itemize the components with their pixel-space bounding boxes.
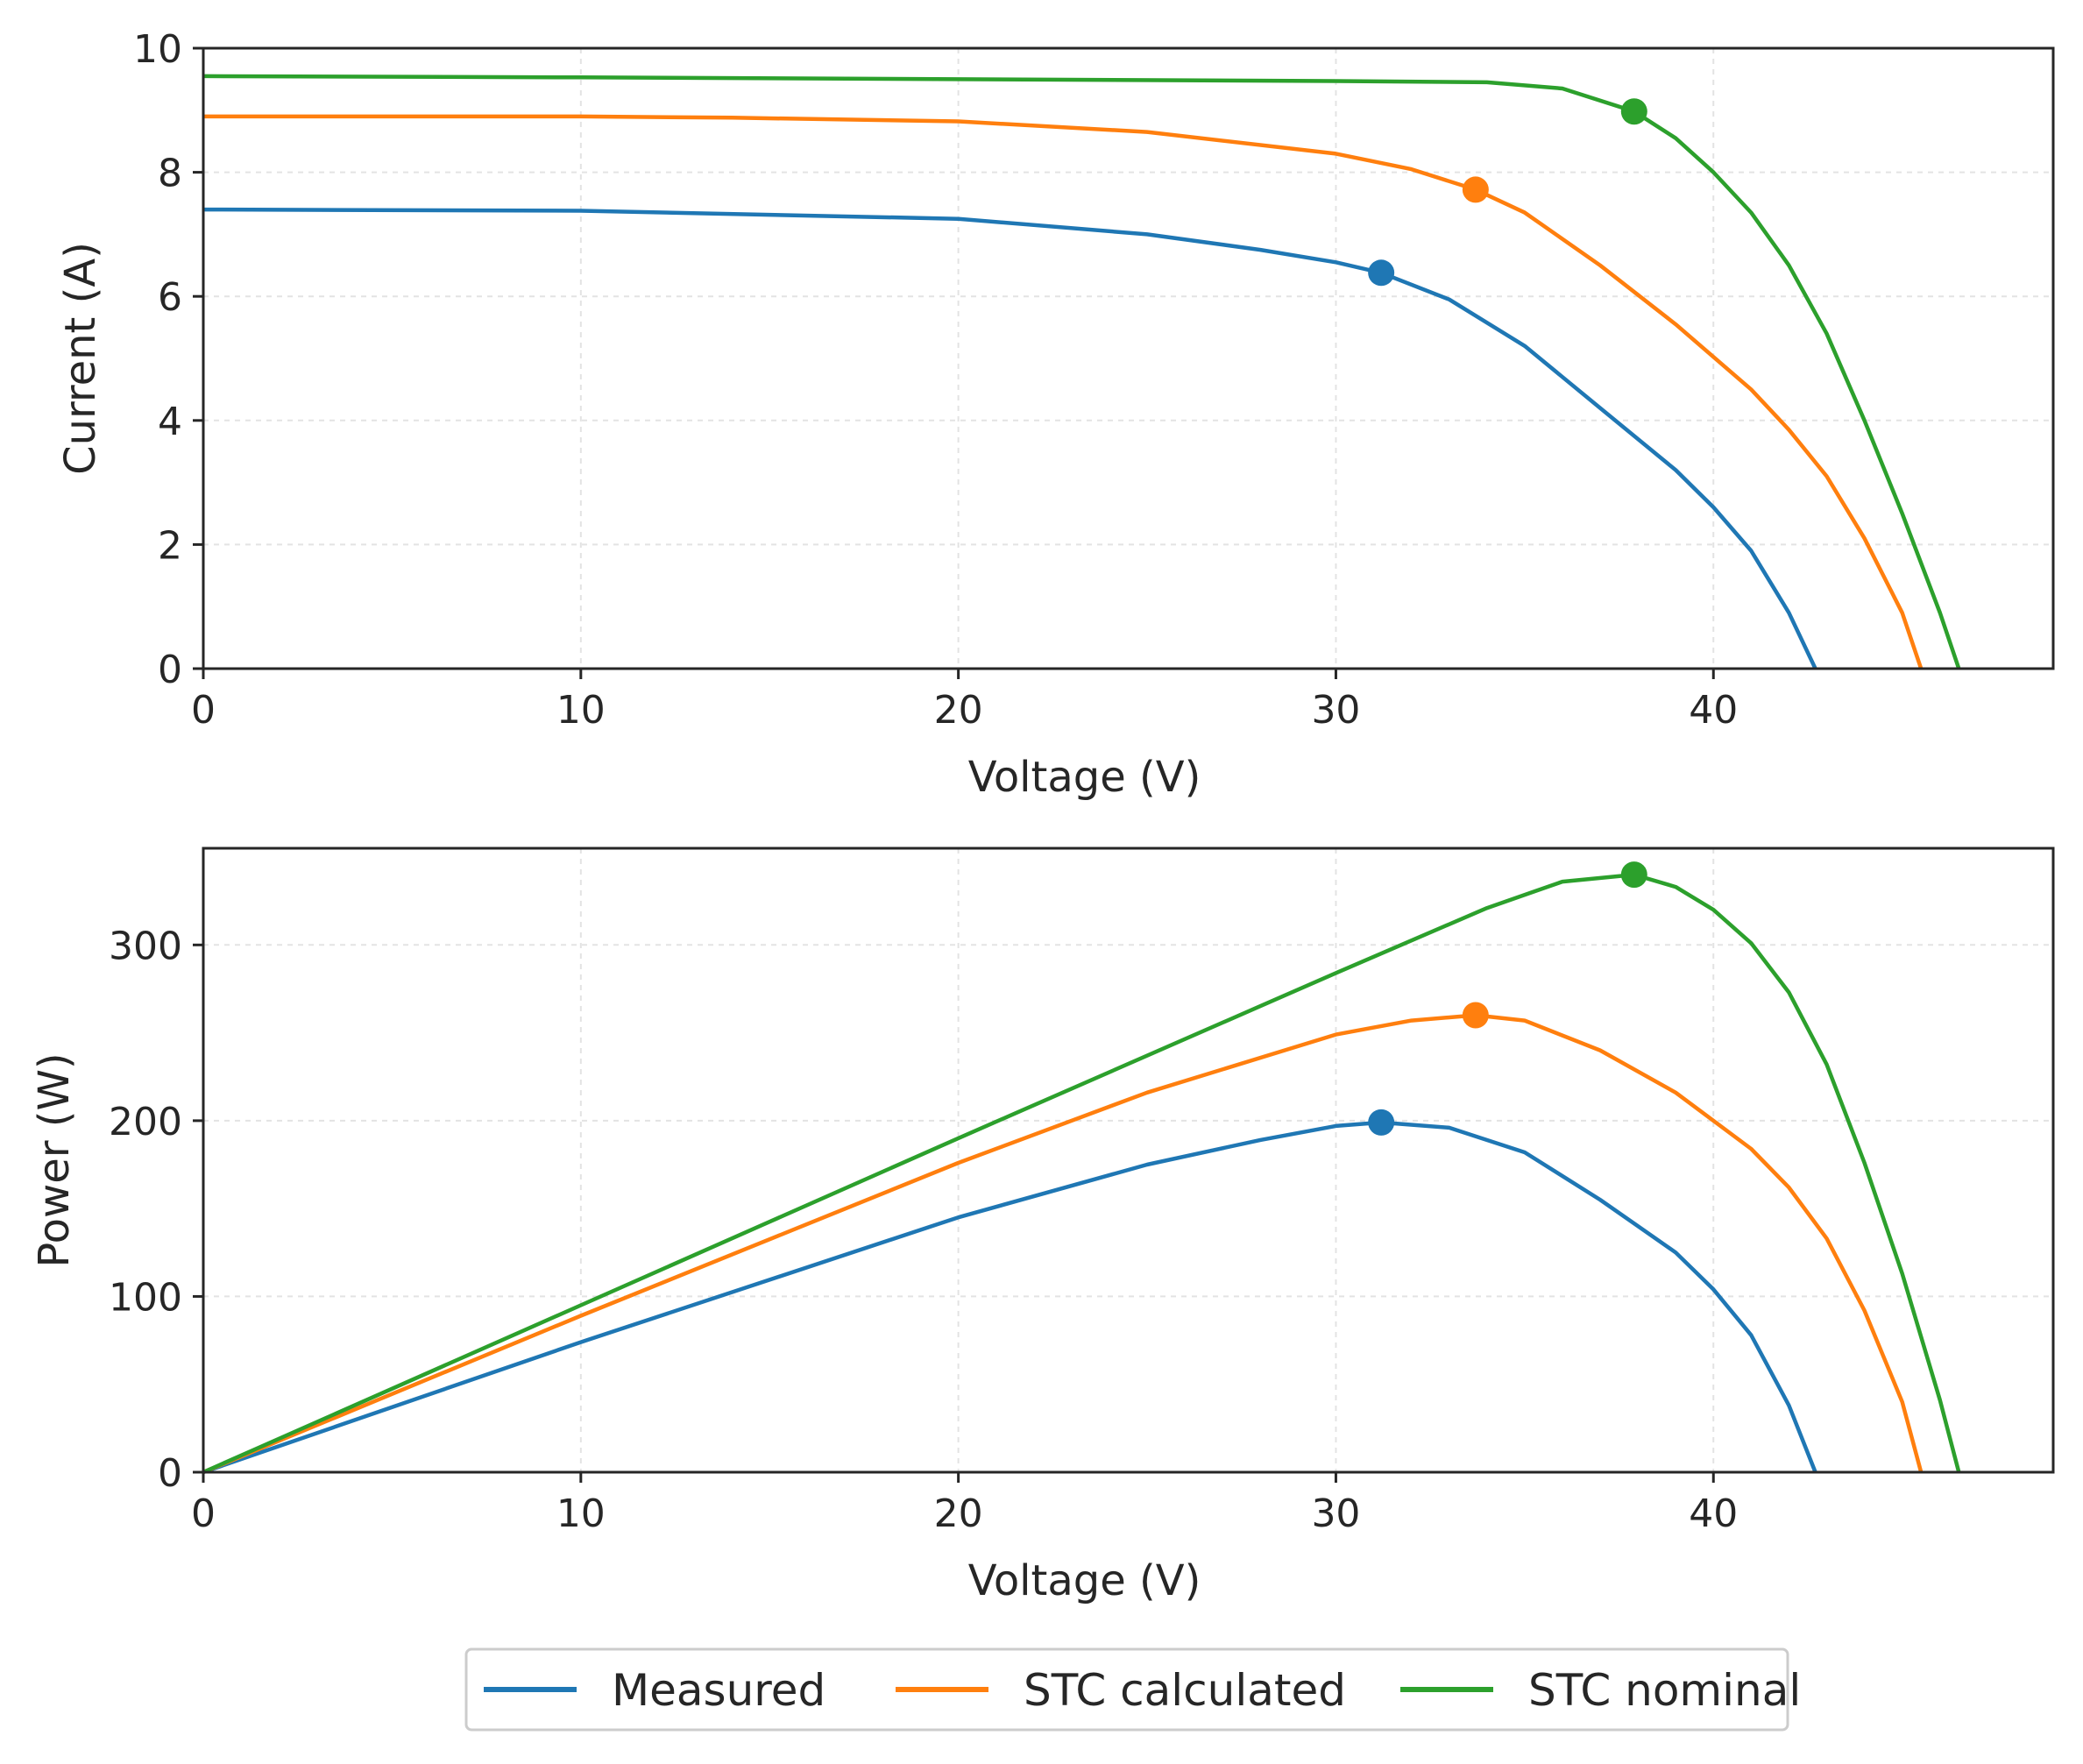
legend: Measured STC calculated STC nominal xyxy=(464,1647,1801,1732)
power-mpp-marker-measured xyxy=(1368,1109,1395,1136)
current-mpp-marker-measured xyxy=(1368,259,1395,287)
power-line-stc-nominal xyxy=(202,872,1961,1475)
current-x-tick-label: 10 xyxy=(556,688,606,733)
current-x-tick-label: 20 xyxy=(934,688,983,733)
current-voltage-panel: 0 10 20 30 40 0 2 4 6 8 10 Voltage (V) Current (A) xyxy=(56,27,2055,802)
power-axes-frame xyxy=(202,847,2055,1474)
legend-label-stc-nominal: STC nominal xyxy=(1528,1665,1801,1716)
power-line-stc-calculated xyxy=(202,1013,1924,1475)
current-y-tick-label: 6 xyxy=(158,275,182,320)
power-mpp-marker-stc-calculated xyxy=(1462,1002,1489,1029)
current-y-tick-label: 2 xyxy=(158,523,182,568)
legend-box xyxy=(464,1647,1789,1732)
power-voltage-panel: 0 10 20 30 40 0 100 200 300 Voltage (V) Power (W) xyxy=(30,847,2055,1605)
current-y-tick-label: 8 xyxy=(158,152,182,196)
current-y-tick-label: 0 xyxy=(158,648,182,692)
power-x-tick-label: 30 xyxy=(1311,1491,1360,1536)
power-y-axis-title: Power (W) xyxy=(30,1052,79,1267)
power-y-tick-label: 300 xyxy=(109,924,182,968)
current-line-stc-nominal xyxy=(202,74,1961,669)
current-y-axis-title: Current (A) xyxy=(56,242,105,475)
power-x-tick-label: 40 xyxy=(1689,1491,1738,1536)
current-y-tick-label: 4 xyxy=(158,400,182,444)
current-x-axis-title: Voltage (V) xyxy=(968,753,1201,802)
current-line-stc-calculated xyxy=(203,114,1924,669)
legend-label-measured: Measured xyxy=(612,1665,825,1716)
power-line-measured xyxy=(202,1120,1817,1475)
power-y-tick-label: 0 xyxy=(158,1451,182,1496)
power-y-tick-label: 200 xyxy=(109,1100,182,1144)
current-line-measured xyxy=(202,207,1817,669)
power-x-tick-label: 10 xyxy=(556,1491,606,1536)
power-x-axis-title: Voltage (V) xyxy=(968,1556,1201,1605)
current-mpp-marker-stc-calculated xyxy=(1462,176,1489,203)
current-axes-frame xyxy=(202,46,2055,670)
current-x-tick-label: 40 xyxy=(1689,688,1738,733)
power-x-tick-label: 20 xyxy=(934,1491,983,1536)
legend-label-stc-calculated: STC calculated xyxy=(1024,1665,1346,1716)
power-mpp-marker-stc-nominal xyxy=(1620,861,1647,889)
power-x-tick-label: 0 xyxy=(191,1491,216,1536)
current-x-tick-label: 30 xyxy=(1311,688,1360,733)
current-mpp-marker-stc-nominal xyxy=(1620,98,1647,125)
current-y-tick-label: 10 xyxy=(133,27,182,72)
current-x-tick-label: 0 xyxy=(191,688,216,733)
power-y-tick-label: 100 xyxy=(109,1275,182,1320)
